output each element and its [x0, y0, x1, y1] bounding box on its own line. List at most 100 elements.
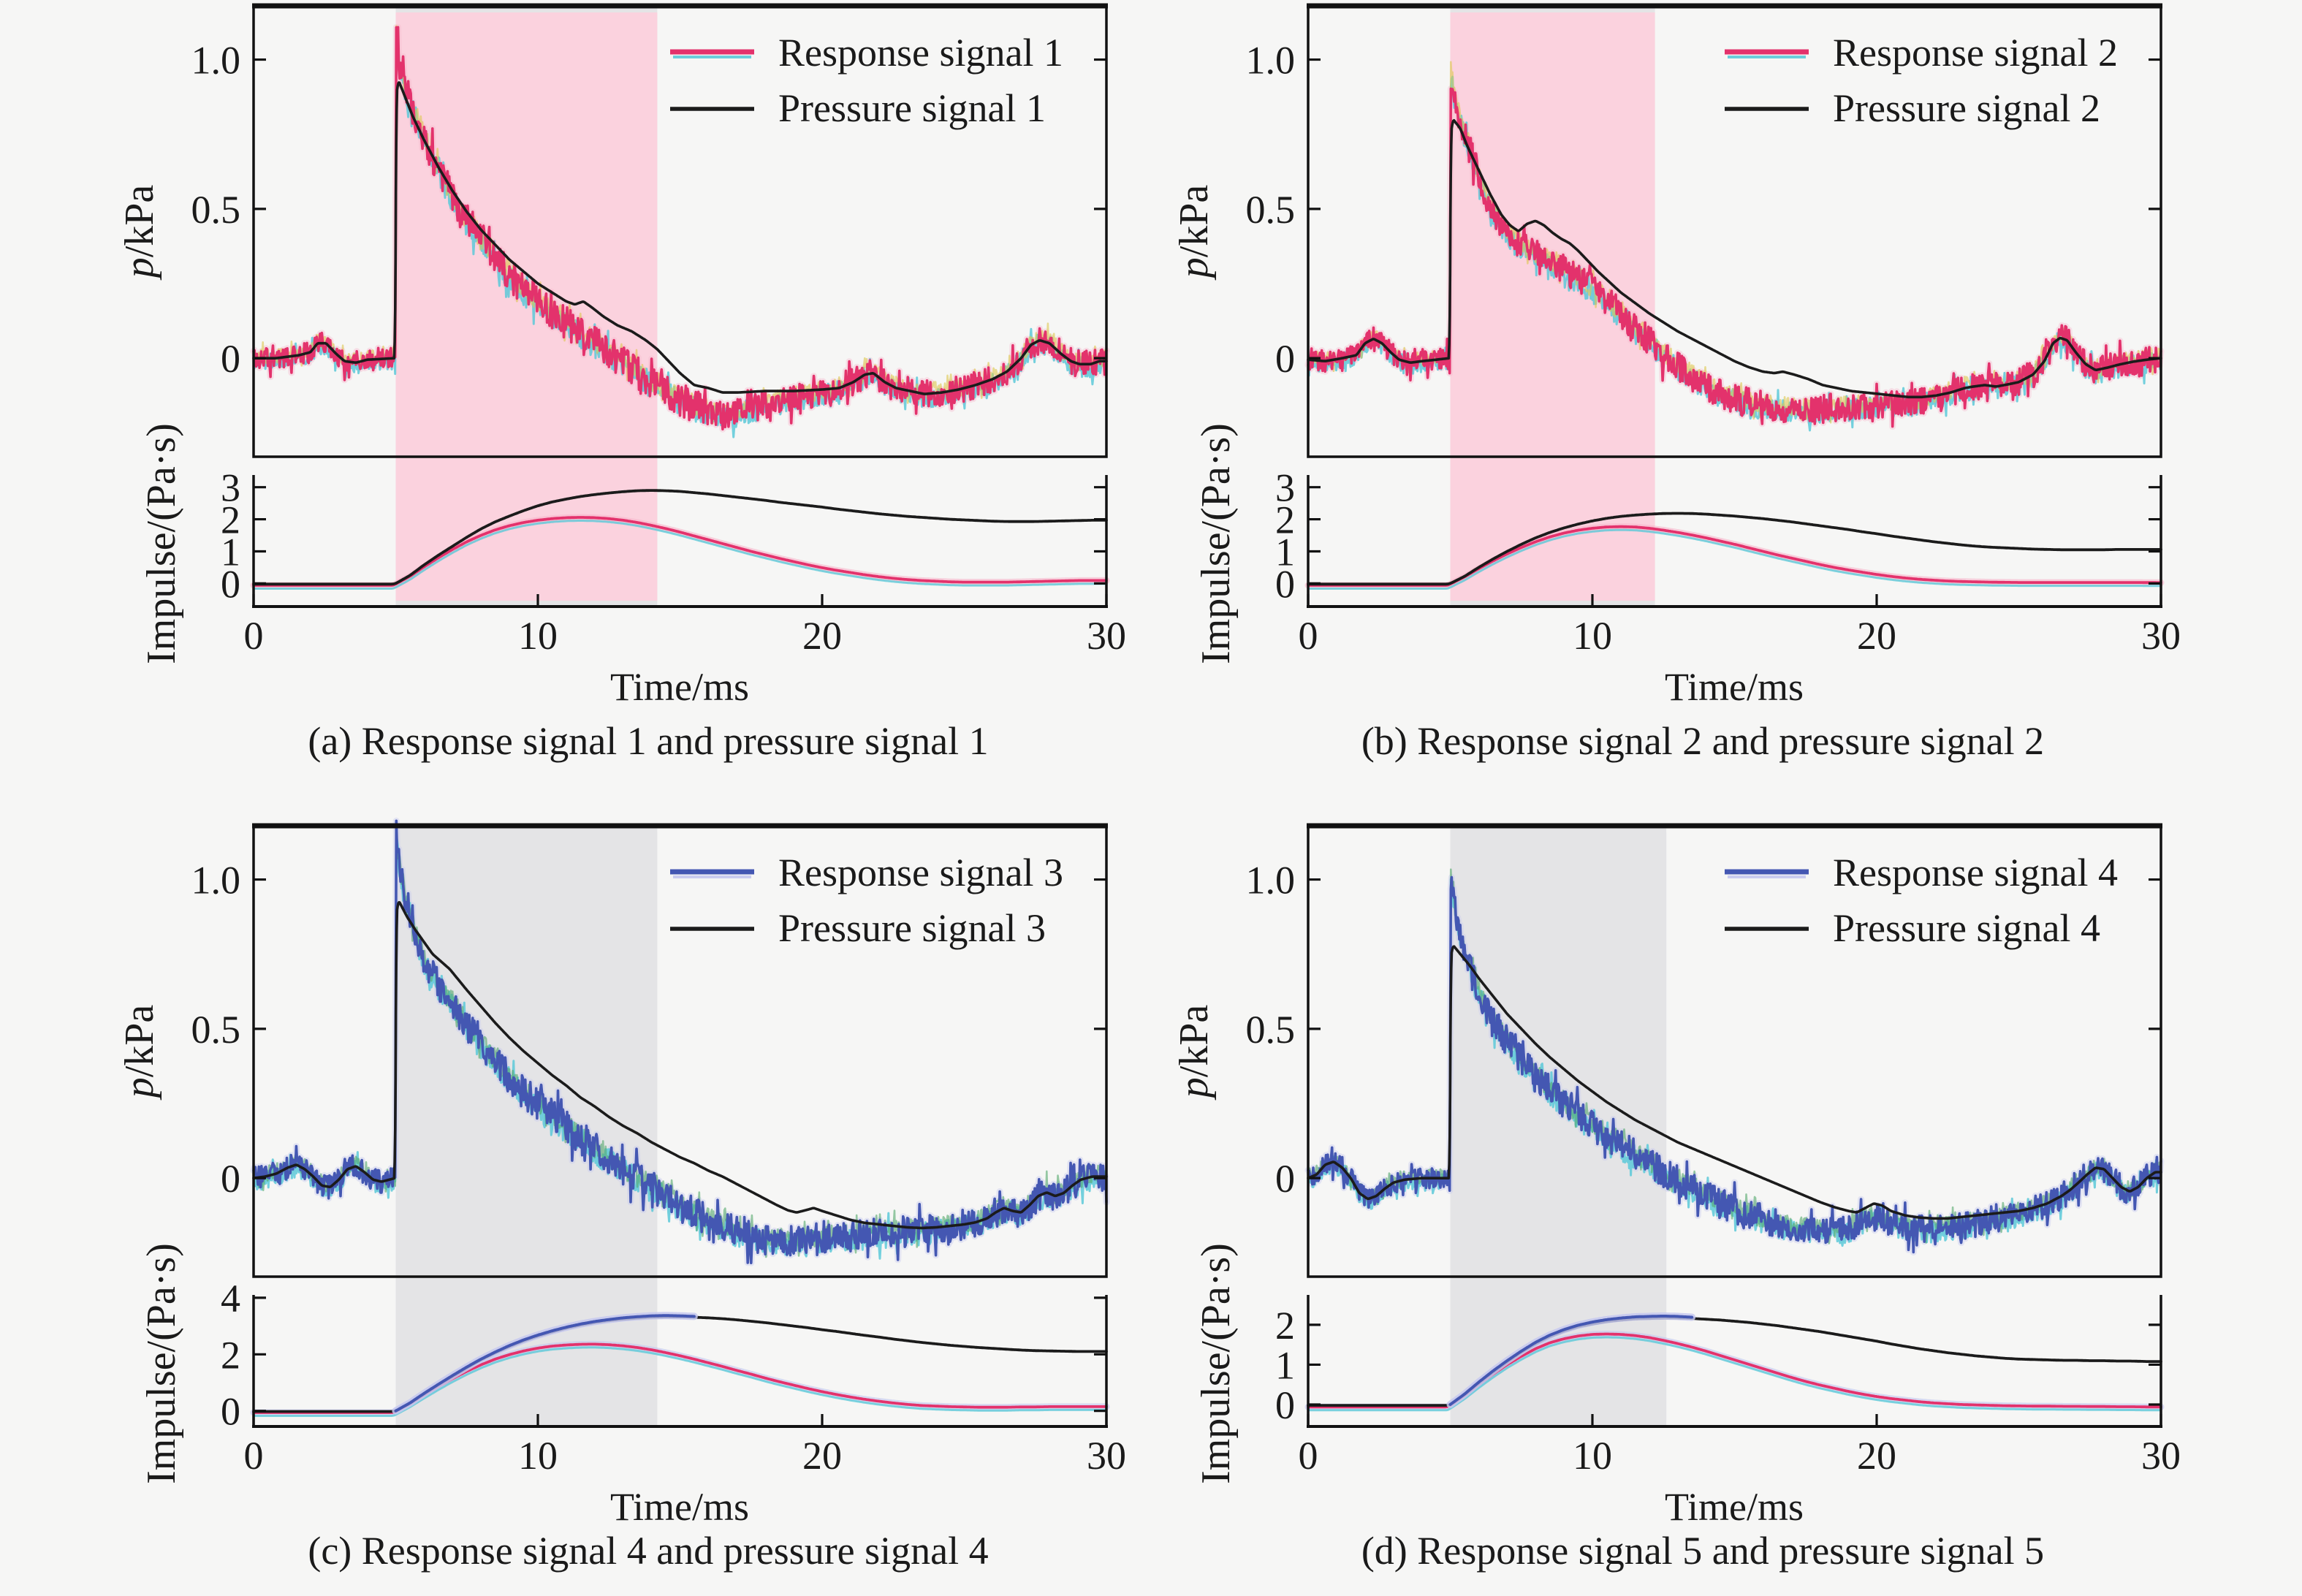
pressure-signal-curve	[252, 901, 1108, 1230]
axis-title-p-unit: /kPa	[1171, 185, 1217, 258]
x-tick-label: 0	[244, 614, 264, 658]
legend-label: Pressure signal 3	[778, 906, 1046, 950]
legend-label: Pressure signal 2	[1833, 86, 2100, 130]
impulse-response-curve	[1307, 525, 2162, 587]
legend-label: Pressure signal 4	[1833, 906, 2100, 950]
impulse-response-halo	[1304, 1331, 2165, 1410]
pressure-signal-curve	[1307, 945, 2162, 1220]
y-tick-label: 1	[1275, 530, 1295, 574]
y-tick-label: 0	[1275, 337, 1295, 381]
caption: (c) Response signal 4 and pressure signa…	[308, 1529, 988, 1573]
y-tick-label: 0	[221, 1157, 240, 1201]
caption: (b) Response signal 2 and pressure signa…	[1361, 719, 2044, 763]
legend-label: Response signal 1	[778, 31, 1063, 75]
y-tick-label: 2	[221, 498, 240, 542]
axis-title-p-unit: /kPa	[117, 185, 162, 258]
axis-title-y-bottom: Impulse/(Pa·s)	[139, 423, 184, 664]
y-tick-label: 1.0	[1246, 859, 1296, 902]
y-tick-label: 2	[1275, 498, 1295, 542]
response-signal-curve	[252, 26, 1108, 431]
axis-title-y-top: p/kPa	[117, 1005, 162, 1101]
y-tick-label: 1.0	[191, 859, 241, 902]
y-tick-label: 0.5	[191, 1008, 241, 1052]
axis-title-p-italic: p	[117, 1077, 162, 1101]
impulse-response-shadow	[252, 520, 1108, 590]
axis-title-p-unit: /kPa	[1171, 1005, 1217, 1078]
y-tick-label: 3	[221, 466, 240, 510]
y-tick-label: 2	[1275, 1304, 1295, 1348]
x-tick-label: 0	[1299, 1434, 1318, 1478]
shaded-region	[395, 832, 658, 1421]
y-tick-label: 0	[1275, 562, 1295, 606]
y-tick-label: 2	[221, 1333, 240, 1377]
x-tick-label: 30	[2141, 614, 2181, 658]
y-tick-label: 0.5	[1246, 188, 1296, 232]
y-tick-label: 0	[1275, 1157, 1295, 1201]
x-tick-label: 20	[802, 614, 842, 658]
y-tick-label: 0.5	[191, 188, 241, 232]
axis-title-y-bottom: Impulse/(Pa·s)	[1193, 423, 1239, 664]
x-tick-label: 10	[518, 1434, 558, 1478]
y-tick-label: 1	[1275, 1343, 1295, 1387]
axis-title-x: Time/ms	[610, 1485, 749, 1529]
response-signal-curve	[1307, 875, 2162, 1254]
x-tick-label: 20	[1857, 1434, 1896, 1478]
caption: (a) Response signal 1 and pressure signa…	[308, 719, 988, 763]
y-tick-label: 0	[221, 1390, 240, 1434]
impulse-peak-curve	[394, 1314, 696, 1413]
y-tick-label: 1.0	[1246, 39, 1296, 83]
response-signal-curve	[1307, 87, 2162, 428]
impulse-response-halo	[1304, 523, 2165, 589]
response-signal-curve	[252, 819, 1108, 1265]
axis-title-p-italic: p	[1171, 257, 1217, 281]
impulse-response-curve	[1307, 1332, 2162, 1409]
axis-title-y-top: p/kPa	[117, 185, 162, 281]
impulse-response-shadow	[1307, 1336, 2162, 1412]
shaded-region	[1450, 832, 1667, 1421]
impulse-pressure-curve	[1307, 1316, 2162, 1407]
x-tick-label: 20	[1857, 614, 1896, 658]
x-tick-label: 30	[1087, 614, 1126, 658]
impulse-pressure-curve	[252, 1315, 1108, 1413]
axis-title-x: Time/ms	[1665, 665, 1804, 709]
impulse-pressure-curve	[252, 489, 1108, 586]
x-tick-label: 10	[518, 614, 558, 658]
pressure-signal-curve	[1307, 119, 2162, 399]
y-tick-label: 0	[221, 562, 240, 606]
y-tick-label: 1.0	[191, 39, 241, 83]
axis-title-x: Time/ms	[1665, 1485, 1804, 1529]
axis-title-p-italic: p	[1171, 1077, 1217, 1101]
y-tick-label: 4	[221, 1277, 240, 1320]
legend-label: Response signal 3	[778, 851, 1063, 894]
impulse-response-curve	[252, 1342, 1108, 1414]
impulse-peak-curve	[1448, 1315, 1694, 1406]
y-tick-label: 0	[1275, 1383, 1295, 1427]
x-tick-label: 10	[1573, 1434, 1612, 1478]
x-tick-label: 20	[802, 1434, 842, 1478]
x-tick-label: 30	[2141, 1434, 2181, 1478]
x-tick-label: 0	[1299, 614, 1318, 658]
y-tick-label: 1	[221, 530, 240, 574]
impulse-response-halo	[250, 514, 1110, 589]
impulse-response-shadow	[252, 1346, 1108, 1417]
impulse-pressure-curve	[1307, 512, 2162, 586]
x-tick-label: 0	[244, 1434, 264, 1478]
impulse-response-curve	[252, 516, 1108, 587]
x-tick-label: 30	[1087, 1434, 1126, 1478]
axis-title-p-unit: /kPa	[117, 1005, 162, 1078]
axis-title-y-bottom: Impulse/(Pa·s)	[1193, 1243, 1239, 1484]
axis-title-x: Time/ms	[610, 665, 749, 709]
y-tick-label: 0	[221, 337, 240, 381]
caption: (d) Response signal 5 and pressure signa…	[1361, 1529, 2044, 1573]
axis-title-p-italic: p	[117, 257, 162, 281]
legend-label: Pressure signal 1	[778, 86, 1046, 130]
x-tick-label: 10	[1573, 614, 1612, 658]
axis-title-y-bottom: Impulse/(Pa·s)	[139, 1243, 184, 1484]
legend-label: Response signal 4	[1833, 851, 2118, 894]
axis-title-y-top: p/kPa	[1171, 1005, 1217, 1101]
panel-c: 0 0.5 1.0 0 2 4 0 10 20 30 p/kPa Impulse/(Pa·s) Time…	[117, 817, 1126, 1573]
